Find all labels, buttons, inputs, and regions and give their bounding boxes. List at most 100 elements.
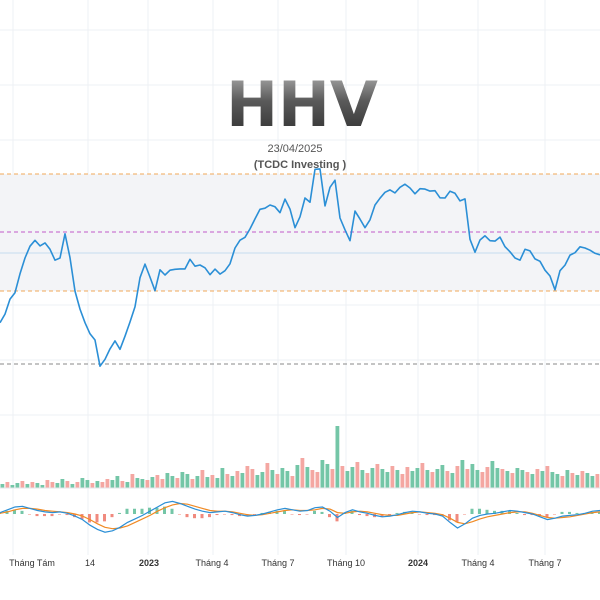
volume-bar-2 (10, 485, 15, 488)
volume-bar-88 (440, 465, 445, 488)
volume-bar-72 (360, 470, 365, 488)
macd-hist-bar-17 (125, 508, 129, 514)
x-tick-label-5: Tháng 10 (327, 558, 365, 568)
volume-bar-103 (515, 468, 520, 488)
volume-bar-86 (430, 472, 435, 488)
macd-hist-bar-76 (568, 511, 571, 514)
macd-hist-bar-41 (305, 514, 309, 515)
volume-bar-37 (185, 474, 190, 488)
volume-bar-28 (140, 479, 145, 488)
volume-bar-6 (30, 482, 35, 488)
x-tick-label-2: 2023 (139, 558, 159, 568)
volume-bar-105 (525, 472, 530, 488)
macd-hist-bar-64 (478, 508, 481, 514)
macd-hist-bar-11 (80, 514, 84, 520)
macd-hist-bar-63 (470, 508, 474, 514)
volume-bar-52 (260, 472, 265, 488)
macd-hist-bar-15 (110, 514, 114, 518)
volume-bar-32 (160, 479, 165, 488)
macd-hist-bar-44 (328, 514, 331, 518)
volume-bar-61 (305, 467, 310, 488)
macd-hist-bar-4 (28, 514, 31, 515)
volume-bar-0 (0, 484, 5, 488)
volume-bar-118 (590, 476, 595, 488)
volume-bar-75 (375, 464, 380, 488)
volume-bar-38 (190, 479, 195, 488)
volume-bar-108 (540, 471, 545, 488)
price-series (0, 168, 600, 367)
volume-bar-3 (15, 483, 20, 488)
volume-bar-22 (110, 480, 115, 488)
volume-bar-23 (115, 476, 120, 488)
volume-bar-113 (565, 470, 570, 488)
volume-bar-35 (175, 478, 180, 488)
volume-bar-39 (195, 476, 200, 488)
volume-bar-104 (520, 470, 525, 488)
volume-bar-76 (380, 469, 385, 488)
price-line (0, 168, 600, 367)
macd-hist-bar-18 (133, 508, 136, 514)
macd-hist-bar-80 (598, 511, 600, 514)
macd-hist-bar-31 (230, 514, 234, 516)
macd-hist-bar-22 (163, 506, 166, 514)
macd-hist-bar-43 (320, 511, 324, 514)
volume-bar-79 (395, 470, 400, 488)
volume-bar-65 (325, 464, 330, 488)
volume-bar-56 (280, 468, 285, 488)
macd-hist-bar-34 (253, 514, 256, 515)
macd-hist-bar-49 (365, 514, 369, 517)
volume-bar-27 (135, 478, 140, 488)
volume-bar-83 (415, 468, 420, 488)
volume-bar-34 (170, 476, 175, 488)
volume-bar-97 (485, 467, 490, 488)
volume-bar-16 (80, 478, 85, 488)
macd-hist-bar-23 (170, 508, 174, 514)
volume-bar-98 (490, 461, 495, 488)
volume-bar-5 (25, 484, 30, 488)
macd-hist-bar-25 (185, 514, 189, 518)
macd-hist-bar-42 (313, 510, 316, 514)
volume-bar-55 (275, 474, 280, 488)
macd-hist-bar-38 (283, 510, 286, 514)
macd-hist-bar-65 (485, 509, 489, 514)
volume-bar-18 (90, 483, 95, 488)
macd-line (0, 500, 600, 533)
volume-bar-66 (330, 469, 335, 488)
volume-bar-42 (210, 475, 215, 488)
macd-hist-bar-66 (493, 510, 496, 514)
volume-bar-20 (100, 482, 105, 488)
volume-bar-99 (495, 468, 500, 488)
volume-bar-10 (50, 482, 55, 488)
macd-hist-bar-57 (425, 514, 429, 516)
volume-bar-59 (295, 465, 300, 488)
volume-bar-58 (290, 476, 295, 488)
volume-bar-69 (345, 471, 350, 488)
macd-hist-bar-26 (193, 514, 196, 519)
volume-bar-25 (125, 482, 130, 488)
volume-bar-95 (475, 470, 480, 488)
x-tick-label-0: Tháng Tám (9, 558, 55, 568)
macd-hist-bar-52 (388, 514, 391, 516)
macd-hist-bar-27 (200, 514, 204, 519)
volume-bar-81 (405, 467, 410, 488)
volume-bar-46 (230, 476, 235, 488)
x-tick-label-7: Tháng 4 (461, 558, 494, 568)
macd-hist-bar-75 (560, 511, 564, 514)
volume-bar-109 (545, 466, 550, 488)
macd-hist-bar-7 (50, 514, 54, 517)
macd-hist-bar-12 (88, 514, 91, 523)
macd-hist-bar-30 (223, 514, 226, 515)
macd-hist-bar-28 (208, 514, 211, 518)
volume-bar-67 (335, 426, 340, 488)
volume-bar-30 (150, 477, 155, 488)
macd-hist-bar-69 (515, 512, 519, 514)
volume-bar-87 (435, 469, 440, 488)
volume-bar-33 (165, 473, 170, 488)
macd-hist-bar-24 (178, 514, 181, 515)
macd-hist-bar-8 (58, 514, 61, 515)
volume-bar-74 (370, 468, 375, 488)
volume-bar-21 (105, 479, 110, 488)
macd-hist-bar-71 (530, 514, 534, 516)
volume-bar-50 (250, 469, 255, 488)
